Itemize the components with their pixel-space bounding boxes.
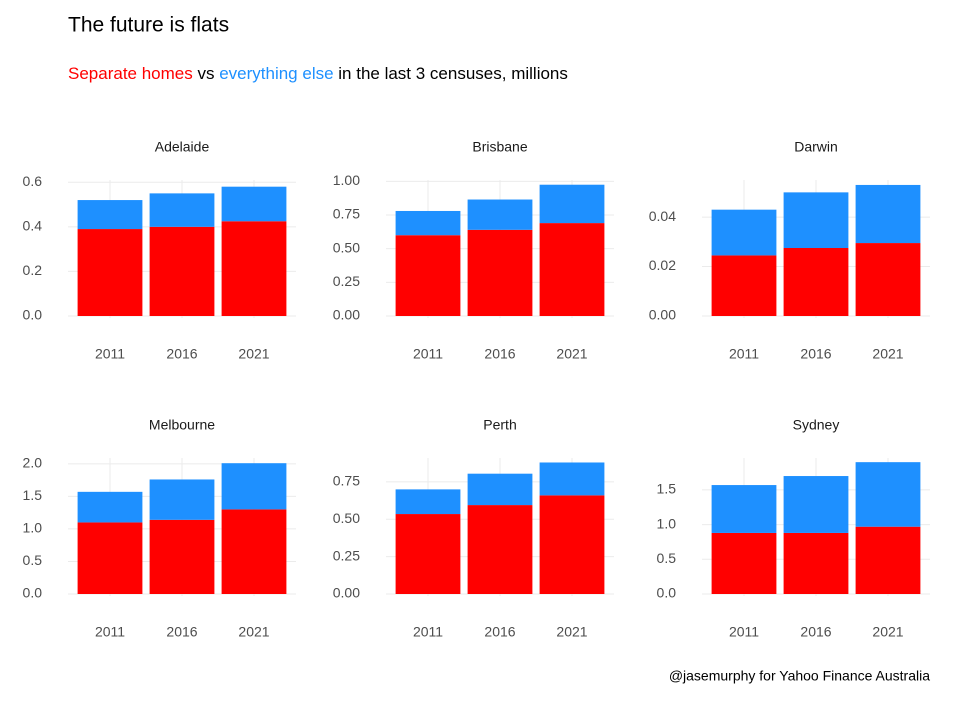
- x-tick-label: 2021: [556, 624, 587, 640]
- bar-segment: [77, 229, 143, 316]
- bar-segment: [711, 532, 777, 594]
- x-tick-label: 2011: [413, 346, 443, 362]
- bar-segment: [221, 509, 287, 594]
- bar-segment: [539, 495, 605, 594]
- bar-segment: [467, 505, 533, 594]
- bar-segment: [539, 462, 605, 496]
- x-tick-label: 2011: [413, 624, 443, 640]
- x-tick-label: 2011: [95, 624, 125, 640]
- bar-segment: [221, 186, 287, 222]
- bar-segment: [149, 519, 215, 594]
- bar-segment: [77, 200, 143, 230]
- bar-segment: [783, 532, 849, 594]
- bar-segment: [77, 522, 143, 594]
- bar-segment: [539, 184, 605, 224]
- subtitle-tail: in the last 3 censuses, millions: [334, 64, 568, 83]
- caption: @jasemurphy for Yahoo Finance Australia: [669, 668, 930, 684]
- y-tick-label: 0.25: [333, 273, 360, 289]
- x-tick-label: 2021: [556, 346, 587, 362]
- x-tick-label: 2021: [872, 346, 903, 362]
- y-tick-label: 1.5: [657, 481, 677, 497]
- y-tick-label: 0.0: [657, 585, 677, 601]
- y-tick-label: 1.0: [657, 515, 677, 531]
- x-tick-label: 2016: [484, 346, 515, 362]
- bar-segment: [711, 255, 777, 316]
- panel-title: Adelaide: [155, 139, 210, 155]
- panel-title: Darwin: [794, 139, 838, 155]
- x-tick-label: 2011: [729, 346, 759, 362]
- x-tick-label: 2011: [95, 346, 125, 362]
- subtitle: Separate homes vs everything else in the…: [68, 64, 568, 83]
- x-tick-label: 2021: [872, 624, 903, 640]
- y-tick-label: 0.2: [23, 262, 43, 278]
- y-tick-label: 0.50: [333, 239, 360, 255]
- bar-segment: [783, 248, 849, 316]
- y-tick-label: 0.5: [657, 550, 677, 566]
- bar-segment: [711, 485, 777, 533]
- bar-segment: [855, 526, 921, 594]
- bar-segment: [783, 192, 849, 248]
- bar-segment: [711, 209, 777, 256]
- y-tick-label: 0.6: [23, 173, 43, 189]
- bar-segment: [395, 514, 461, 594]
- bar-segment: [149, 479, 215, 520]
- y-tick-label: 2.0: [23, 455, 43, 471]
- y-tick-label: 0.04: [649, 208, 676, 224]
- y-tick-label: 0.4: [23, 218, 43, 234]
- y-tick-label: 0.0: [23, 585, 43, 601]
- bar-segment: [77, 491, 143, 523]
- x-tick-label: 2021: [238, 624, 269, 640]
- bar-segment: [395, 235, 461, 316]
- y-tick-label: 1.00: [333, 172, 360, 188]
- y-tick-label: 0.5: [23, 552, 43, 568]
- subtitle-joiner: vs: [193, 64, 219, 83]
- y-tick-label: 0.50: [333, 510, 360, 526]
- bar-segment: [149, 193, 215, 227]
- bar-segment: [467, 229, 533, 316]
- bar-segment: [221, 221, 287, 316]
- y-tick-label: 0.02: [649, 257, 676, 273]
- panel-title: Sydney: [793, 417, 840, 433]
- chart-title: The future is flats: [68, 14, 229, 37]
- x-tick-label: 2016: [166, 624, 197, 640]
- y-tick-label: 1.0: [23, 520, 43, 536]
- x-tick-label: 2016: [800, 346, 831, 362]
- bar-segment: [855, 184, 921, 244]
- y-tick-label: 0.00: [649, 307, 676, 323]
- panel-title: Brisbane: [472, 139, 527, 155]
- y-tick-label: 0.00: [333, 307, 360, 323]
- y-tick-label: 0.00: [333, 585, 360, 601]
- y-tick-label: 0.0: [23, 307, 43, 323]
- bar-segment: [149, 226, 215, 316]
- bar-segment: [855, 243, 921, 316]
- x-tick-label: 2021: [238, 346, 269, 362]
- bar-segment: [395, 489, 461, 515]
- bar-segment: [395, 210, 461, 236]
- x-tick-label: 2011: [729, 624, 759, 640]
- bar-segment: [467, 473, 533, 506]
- y-tick-label: 0.25: [333, 547, 360, 563]
- bar-segment: [539, 223, 605, 316]
- bar-segment: [221, 463, 287, 510]
- bar-segment: [855, 462, 921, 527]
- y-tick-label: 0.75: [333, 206, 360, 222]
- panel-title: Perth: [483, 417, 516, 433]
- x-tick-label: 2016: [484, 624, 515, 640]
- bar-segment: [467, 199, 533, 230]
- y-tick-label: 0.75: [333, 473, 360, 489]
- panel-title: Melbourne: [149, 417, 215, 433]
- subtitle-series-a: Separate homes: [68, 64, 193, 83]
- x-tick-label: 2016: [166, 346, 197, 362]
- subtitle-series-b: everything else: [219, 64, 333, 83]
- bar-segment: [783, 476, 849, 533]
- y-tick-label: 1.5: [23, 487, 43, 503]
- x-tick-label: 2016: [800, 624, 831, 640]
